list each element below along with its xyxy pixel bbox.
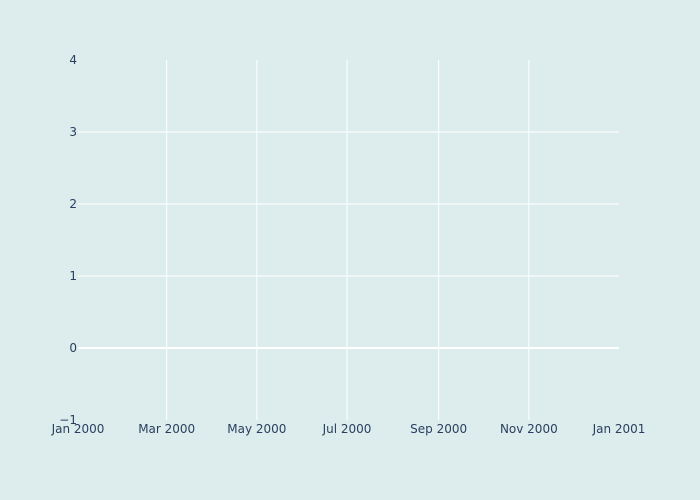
y-axis-ticks: −1 0 1 2 3 4 — [59, 53, 77, 427]
grid-layer — [78, 60, 619, 420]
x-tick-label: Nov 2000 — [500, 422, 558, 436]
y-tick-label: −1 — [59, 413, 77, 427]
y-tick-label: 2 — [69, 197, 77, 211]
x-axis-ticks: Jan 2000 Mar 2000 May 2000 Jul 2000 Sep 2000… — [51, 422, 646, 436]
x-tick-label: Sep 2000 — [410, 422, 467, 436]
y-tick-label: 3 — [69, 125, 77, 139]
x-tick-label: May 2000 — [227, 422, 286, 436]
x-tick-label: Jul 2000 — [322, 422, 372, 436]
y-tick-label: 0 — [69, 341, 77, 355]
y-tick-label: 4 — [69, 53, 77, 67]
x-tick-label: Mar 2000 — [138, 422, 195, 436]
x-tick-label: Jan 2000 — [51, 422, 105, 436]
x-tick-label: Jan 2001 — [592, 422, 646, 436]
y-tick-label: 1 — [69, 269, 77, 283]
